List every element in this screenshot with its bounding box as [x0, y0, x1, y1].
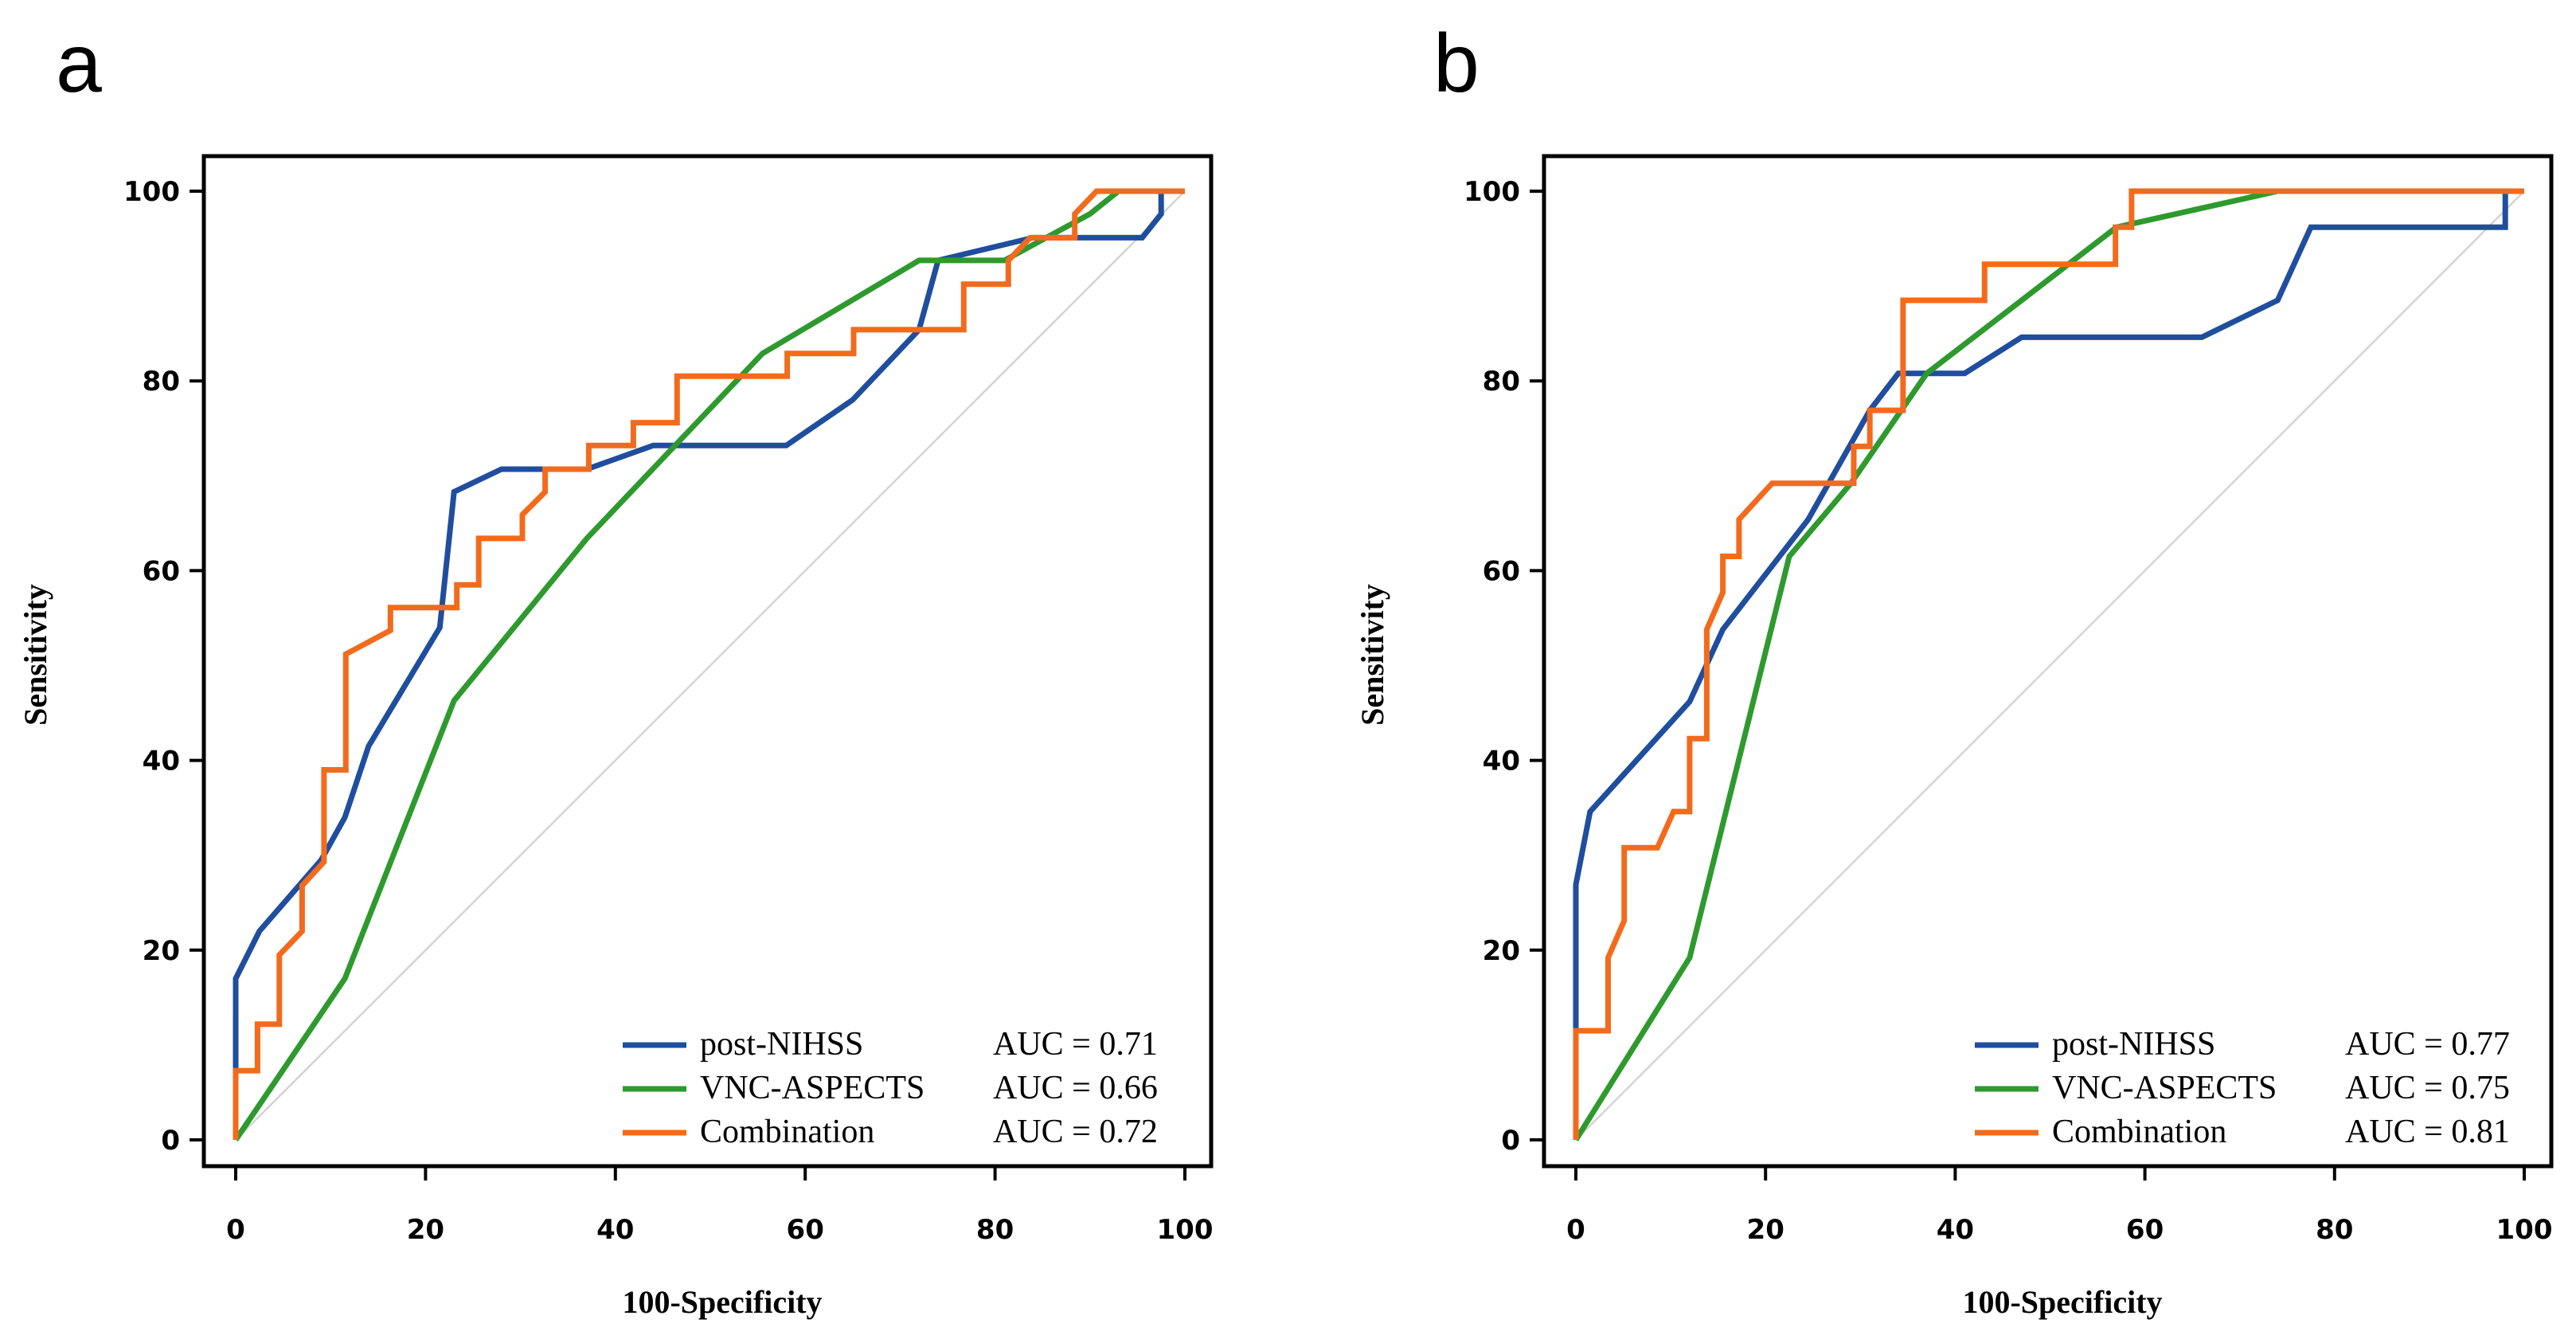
x-tick-label: 40 [1937, 1214, 1974, 1246]
legend-series-name: VNC-ASPECTS [2052, 1070, 2277, 1106]
x-tick-label: 100 [1157, 1214, 1214, 1246]
y-tick-label: 100 [123, 176, 180, 208]
y-tick-label: 60 [1483, 555, 1520, 587]
x-tick-label: 40 [596, 1214, 634, 1246]
x-tick-label: 80 [2316, 1214, 2353, 1246]
panel-a-curves [233, 188, 1185, 1141]
panel-b: b 0 20 40 60 80 100 0 20 40 60 80 100 100-Specifici… [1354, 18, 2554, 1320]
x-tick-label: 0 [226, 1214, 245, 1246]
legend-series-name: Combination [2052, 1114, 2226, 1150]
x-tick-label: 100 [2496, 1214, 2553, 1246]
x-tick-label: 20 [407, 1214, 444, 1246]
y-tick-label: 80 [1483, 366, 1520, 397]
legend-auc-label: AUC = 0.71 [993, 1026, 1158, 1063]
panel-a-reference-line [235, 190, 1186, 1141]
legend-auc-label: AUC = 0.72 [993, 1114, 1158, 1150]
legend-series-name: post-NIHSS [700, 1026, 863, 1063]
legend-auc-label: AUC = 0.75 [2345, 1070, 2510, 1106]
legend-auc-label: AUC = 0.81 [2345, 1114, 2510, 1150]
panel-b-legend: post-NIHSS AUC = 0.77 VNC-ASPECTS AUC = 0.7… [1975, 1026, 2510, 1150]
panel-a: a 0 20 40 60 80 100 0 20 40 60 80 100 100-Specifici… [18, 18, 1214, 1320]
panel-b-y-axis-title: Sensitivity [1354, 584, 1390, 726]
panel-a-ticks: 0 20 40 60 80 100 0 20 40 60 80 100 [123, 176, 1213, 1246]
panel-a-letter: a [56, 18, 102, 110]
y-tick-label: 100 [1464, 176, 1520, 208]
y-tick-label: 20 [143, 935, 180, 967]
series-line-combination [1573, 188, 2524, 1140]
legend-series-name: Combination [700, 1114, 874, 1150]
legend-auc-label: AUC = 0.77 [2345, 1026, 2510, 1063]
series-line-vnc-aspects [1573, 188, 2524, 1141]
x-tick-label: 60 [787, 1214, 824, 1246]
x-tick-label: 60 [2126, 1214, 2164, 1246]
panel-a-legend: post-NIHSS AUC = 0.71 VNC-ASPECTS AUC = 0.6… [623, 1026, 1158, 1150]
panel-b-curves [1573, 188, 2524, 1141]
y-tick-label: 0 [161, 1125, 180, 1157]
panel-a-plot-frame [201, 154, 1214, 1169]
panel-b-letter: b [1433, 18, 1480, 110]
y-tick-label: 80 [143, 366, 180, 397]
panel-b-plot-frame [1542, 154, 2554, 1169]
panel-a-x-axis-title: 100-Specificity [622, 1284, 822, 1320]
y-tick-label: 40 [143, 746, 180, 777]
panel-b-x-axis-title: 100-Specificity [1962, 1284, 2162, 1320]
legend-series-name: VNC-ASPECTS [700, 1070, 924, 1106]
x-tick-label: 0 [1566, 1214, 1585, 1246]
x-tick-label: 80 [976, 1214, 1014, 1246]
series-line-post-nihss [1573, 188, 2524, 1140]
legend-series-name: post-NIHSS [2052, 1026, 2215, 1063]
x-tick-label: 20 [1747, 1214, 1784, 1246]
y-tick-label: 40 [1483, 746, 1520, 777]
y-tick-label: 60 [143, 555, 180, 587]
panel-b-reference-line [1575, 190, 2525, 1141]
y-tick-label: 0 [1501, 1125, 1520, 1157]
legend-auc-label: AUC = 0.66 [993, 1070, 1158, 1106]
y-tick-label: 20 [1483, 935, 1520, 967]
panel-b-ticks: 0 20 40 60 80 100 0 20 40 60 80 100 [1464, 176, 2552, 1246]
series-line-vnc-aspects [233, 188, 1185, 1141]
panel-a-y-axis-title: Sensitivity [18, 584, 53, 726]
series-line-combination [233, 188, 1185, 1140]
